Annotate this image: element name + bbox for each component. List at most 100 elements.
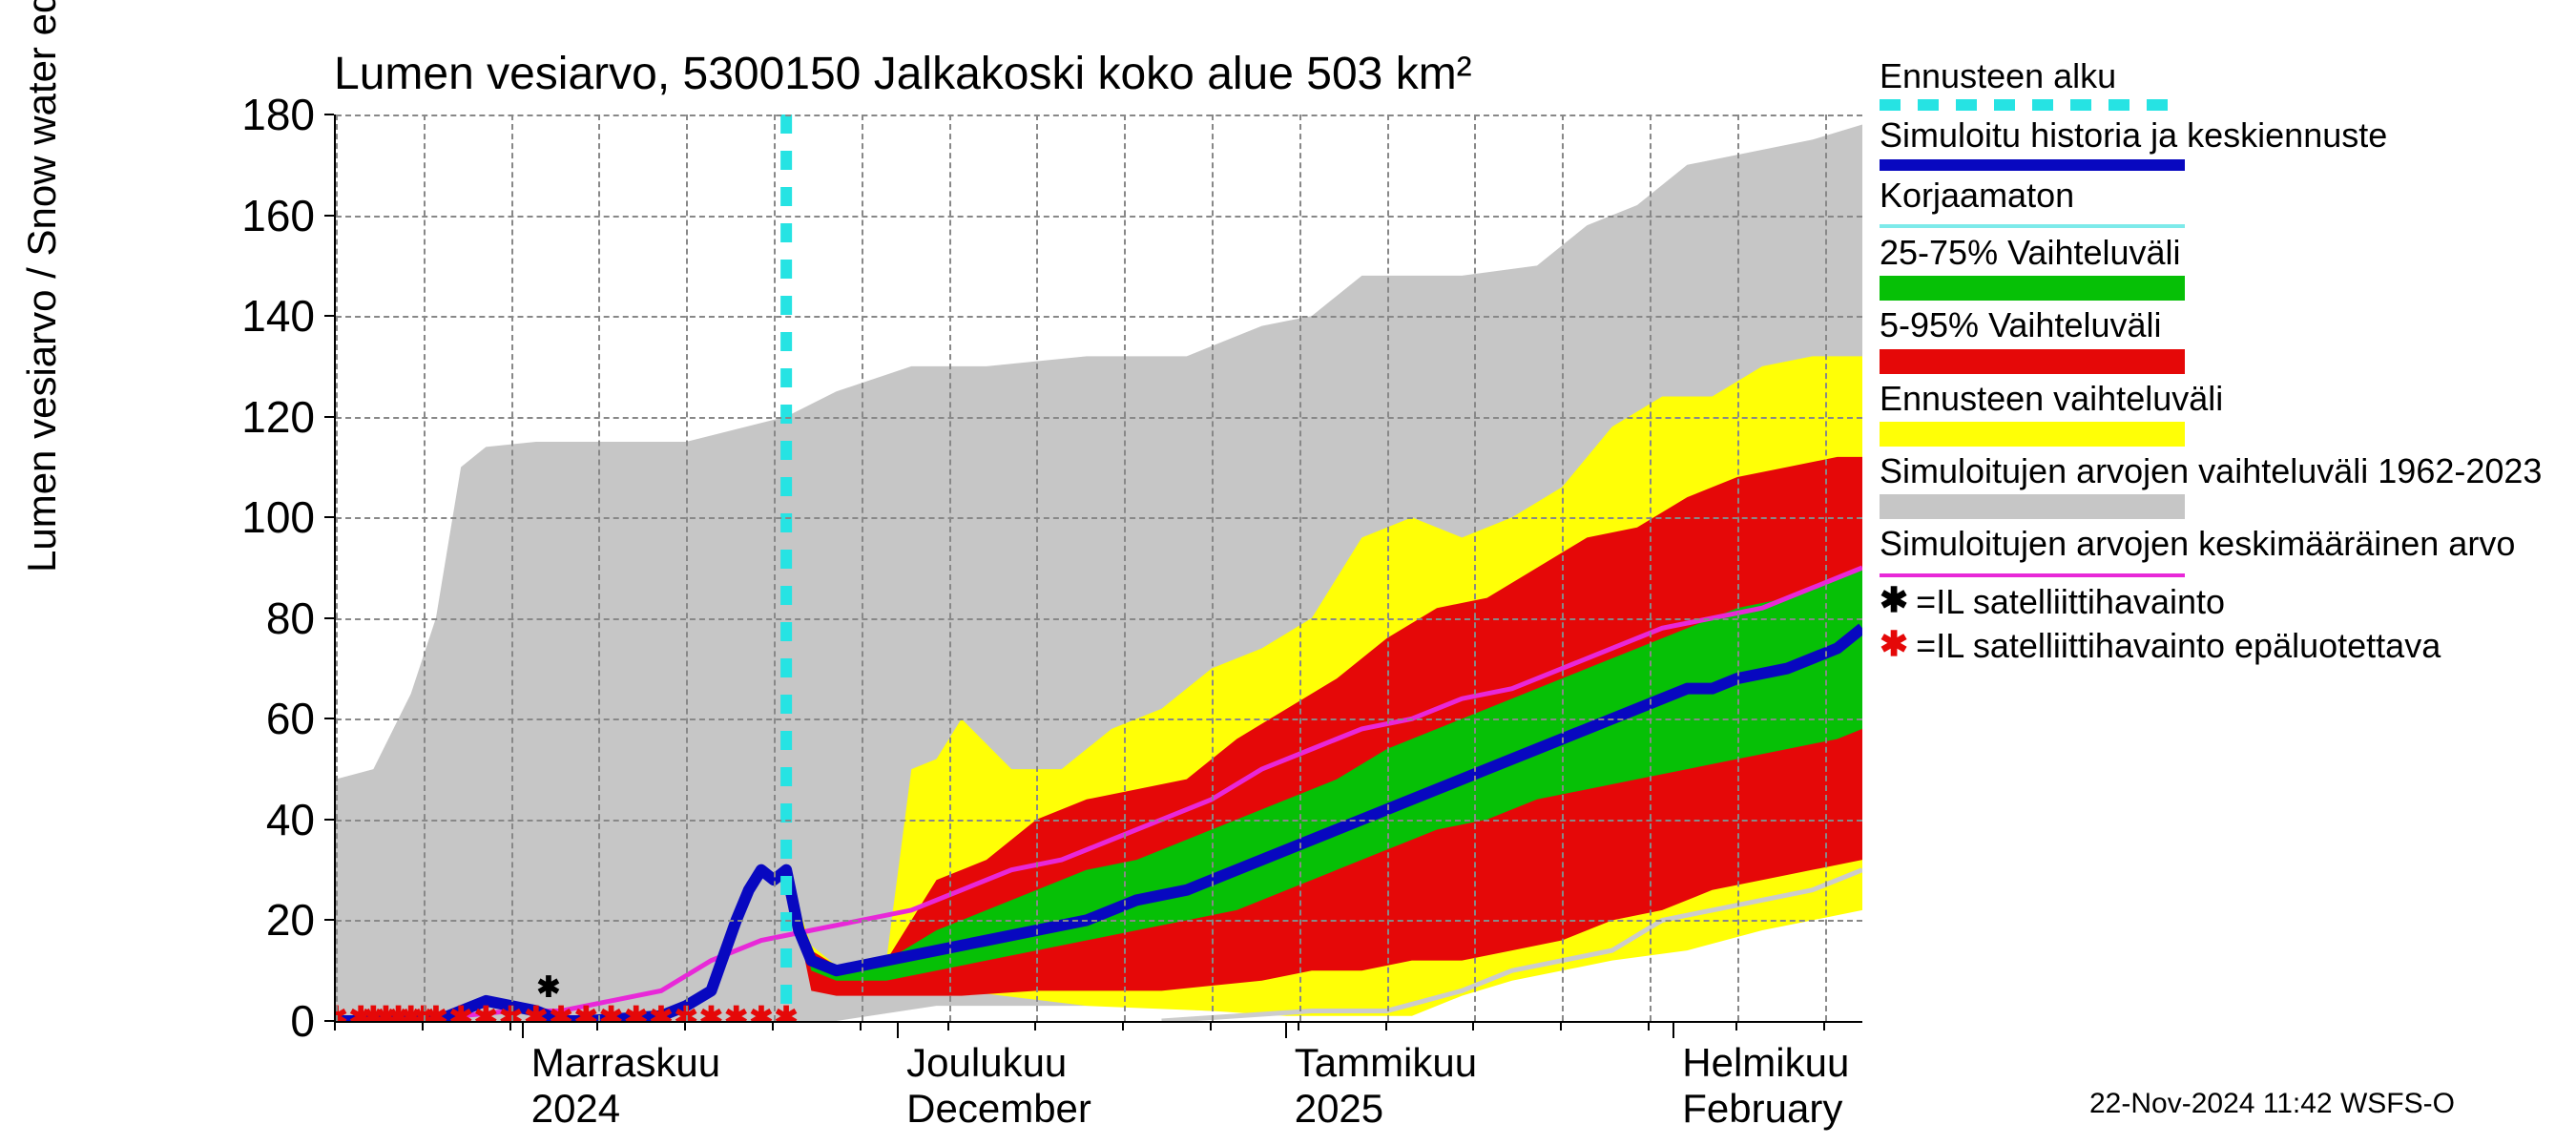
x-tick-major	[1672, 1021, 1674, 1038]
legend-swatch	[1880, 159, 2185, 171]
legend-swatch	[1880, 99, 2185, 111]
y-tick-label: 40	[191, 794, 315, 845]
gridline-v	[1650, 114, 1652, 1021]
svg-text:✱: ✱	[649, 1002, 673, 1021]
y-tick-mark	[324, 215, 334, 217]
y-tick-label: 60	[191, 693, 315, 744]
legend-label: Ennusteen vaihteluväli	[1880, 380, 2566, 418]
legend-item: 25-75% Vaihteluväli	[1880, 234, 2566, 301]
plot-inner: ✱✱✱✱✱✱✱✱✱✱✱✱✱✱✱✱✱✱✱✱✱✱✱	[336, 114, 1862, 1021]
plot-area: ✱✱✱✱✱✱✱✱✱✱✱✱✱✱✱✱✱✱✱✱✱✱✱	[334, 114, 1862, 1023]
gridline-v	[1299, 114, 1301, 1021]
gridline-v	[336, 114, 338, 1021]
legend-item: Korjaamaton	[1880, 177, 2566, 228]
gridline-h	[336, 316, 1862, 318]
y-tick-mark	[324, 315, 334, 317]
legend-label: Simuloitu historia ja keskiennuste	[1880, 116, 2566, 155]
gridline-h	[336, 417, 1862, 419]
gridline-v	[1562, 114, 1564, 1021]
x-tick-minor	[1122, 1021, 1124, 1030]
x-label-sub: 2025	[1295, 1086, 1383, 1132]
gridline-v	[598, 114, 600, 1021]
x-tick-major	[897, 1021, 899, 1038]
x-label-sub: December	[906, 1086, 1091, 1132]
x-tick-minor	[1210, 1021, 1212, 1030]
legend: Ennusteen alku Simuloitu historia ja kesk…	[1880, 57, 2566, 671]
x-tick-minor	[1560, 1021, 1562, 1030]
svg-text:✱: ✱	[749, 1002, 773, 1021]
svg-text:✱: ✱	[699, 1002, 723, 1021]
generation-timestamp: 22-Nov-2024 11:42 WSFS-O	[2089, 1088, 2455, 1120]
legend-label: =IL satelliittihavainto	[1916, 583, 2566, 621]
y-tick-mark	[324, 919, 334, 921]
svg-text:✱: ✱	[574, 1002, 598, 1021]
legend-swatch	[1880, 224, 2185, 228]
legend-item: ✱=IL satelliittihavainto	[1880, 583, 2566, 621]
y-tick-label: 0	[191, 995, 315, 1047]
legend-label: =IL satelliittihavainto epäluotettava	[1916, 627, 2566, 665]
svg-text:✱: ✱	[624, 1002, 648, 1021]
x-tick-minor	[509, 1021, 511, 1030]
x-tick-minor	[1385, 1021, 1387, 1030]
legend-marker-icon: ✱	[1880, 583, 1908, 617]
svg-text:✱: ✱	[549, 1002, 572, 1021]
gridline-v	[1474, 114, 1476, 1021]
gridline-h	[336, 517, 1862, 519]
legend-swatch	[1880, 573, 2185, 577]
x-tick-minor	[334, 1021, 336, 1030]
legend-item: Simuloitujen arvojen keskimääräinen arvo	[1880, 525, 2566, 576]
x-tick-minor	[422, 1021, 424, 1030]
x-tick-minor	[1034, 1021, 1036, 1030]
gridline-h	[336, 820, 1862, 822]
y-tick-label: 140	[191, 290, 315, 342]
x-label-month: Joulukuu	[906, 1040, 1067, 1086]
x-tick-minor	[1823, 1021, 1825, 1030]
y-tick-mark	[324, 819, 334, 821]
x-tick-major	[522, 1021, 524, 1038]
legend-swatch	[1880, 276, 2185, 301]
legend-item: Simuloitu historia ja keskiennuste	[1880, 116, 2566, 170]
gridline-v	[511, 114, 513, 1021]
x-label-month: Helmikuu	[1682, 1040, 1849, 1086]
y-tick-mark	[324, 718, 334, 719]
y-tick-label: 180	[191, 89, 315, 140]
y-tick-mark	[324, 114, 334, 115]
legend-item: Ennusteen alku	[1880, 57, 2566, 111]
legend-marker-icon: ✱	[1880, 627, 1908, 661]
legend-item: 5-95% Vaihteluväli	[1880, 306, 2566, 373]
gridline-v	[1737, 114, 1739, 1021]
legend-item: Simuloitujen arvojen vaihteluväli 1962-2…	[1880, 452, 2566, 519]
svg-text:✱: ✱	[724, 1002, 748, 1021]
legend-swatch	[1880, 349, 2185, 374]
gridline-v	[1825, 114, 1827, 1021]
chart-svg: ✱✱✱✱✱✱✱✱✱✱✱✱✱✱✱✱✱✱✱✱✱✱✱	[336, 114, 1862, 1021]
x-tick-minor	[596, 1021, 598, 1030]
legend-label: Simuloitujen arvojen vaihteluväli 1962-2…	[1880, 452, 2566, 490]
svg-text:✱: ✱	[775, 1002, 799, 1021]
gridline-h	[336, 618, 1862, 620]
y-tick-label: 20	[191, 894, 315, 946]
gridline-v	[862, 114, 863, 1021]
y-axis-label: Lumen vesiarvo / Snow water equiv. mm	[19, 0, 65, 572]
gridline-v	[424, 114, 426, 1021]
gridline-v	[1387, 114, 1389, 1021]
x-label-month: Tammikuu	[1295, 1040, 1477, 1086]
y-tick-mark	[324, 1020, 334, 1022]
gridline-v	[1212, 114, 1214, 1021]
gridline-h	[336, 216, 1862, 218]
y-tick-label: 100	[191, 491, 315, 543]
x-tick-minor	[947, 1021, 949, 1030]
legend-label: 5-95% Vaihteluväli	[1880, 306, 2566, 344]
x-label-sub: February	[1682, 1086, 1842, 1132]
legend-label: Simuloitujen arvojen keskimääräinen arvo	[1880, 525, 2566, 563]
y-tick-mark	[324, 416, 334, 418]
x-tick-major	[1285, 1021, 1287, 1038]
chart-container: Lumen vesiarvo, 5300150 Jalkakoski koko …	[0, 0, 2576, 1145]
legend-label: 25-75% Vaihteluväli	[1880, 234, 2566, 272]
svg-text:✱: ✱	[599, 1002, 623, 1021]
svg-text:✱: ✱	[524, 1002, 548, 1021]
x-tick-minor	[1472, 1021, 1474, 1030]
gridline-v	[1036, 114, 1038, 1021]
x-tick-minor	[1648, 1021, 1650, 1030]
gridline-v	[949, 114, 951, 1021]
